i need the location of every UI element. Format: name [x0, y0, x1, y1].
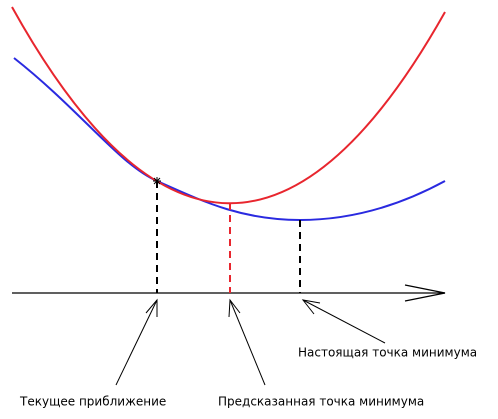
- label-true-minimum: Настоящая точка минимума: [298, 346, 477, 360]
- quadratic-model: [11, 6, 446, 205]
- function-curve: [13, 57, 446, 222]
- current-point: [153, 177, 161, 185]
- label-predicted: Предсказанная точка минимума: [218, 395, 424, 409]
- label-current: Текущее приближение: [19, 395, 166, 409]
- axis-arrow: [404, 284, 446, 302]
- pointer-arrows: [115, 298, 386, 386]
